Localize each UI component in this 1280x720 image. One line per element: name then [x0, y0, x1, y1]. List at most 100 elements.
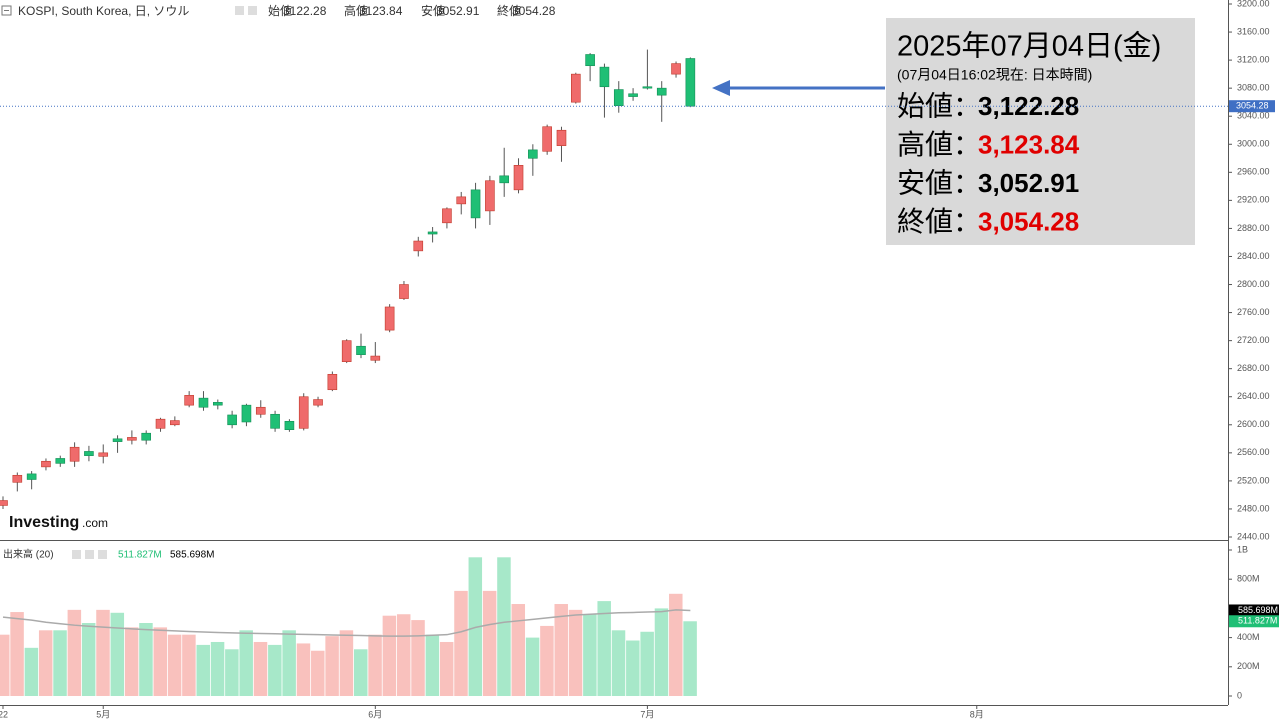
volume-bar	[611, 630, 626, 696]
y-tick-label: 3080.00	[1237, 83, 1270, 93]
collapse-icon[interactable]	[1, 5, 12, 16]
candle-body	[499, 175, 510, 184]
candle-body	[356, 345, 366, 355]
candle-body	[485, 180, 495, 212]
volume-bar	[196, 644, 210, 696]
volume-value: 511.827M	[118, 550, 162, 561]
volume-bar	[325, 636, 339, 696]
volume-bar	[167, 634, 182, 696]
row-value: 3,123.84	[978, 129, 1080, 159]
y-tick-label: 2800.00	[1237, 279, 1270, 289]
volume-bar	[482, 590, 497, 696]
volume-bar	[597, 601, 611, 696]
field-label: 始値	[268, 3, 292, 18]
candle-body	[456, 196, 467, 205]
candle-body	[0, 500, 8, 506]
volume-bar	[583, 614, 597, 696]
candle-body	[528, 149, 538, 159]
volume-bar	[24, 647, 39, 696]
candle-body	[98, 452, 109, 457]
candle-body	[84, 451, 94, 456]
candle-body	[41, 460, 51, 468]
annotation-box	[886, 18, 1195, 245]
field-label: 終値	[497, 3, 521, 18]
field-label: 高値	[344, 3, 368, 18]
volume-bar	[10, 612, 24, 696]
candle-body	[227, 414, 237, 426]
candle-body	[112, 438, 123, 442]
volume-bar	[540, 625, 554, 696]
volume-bar	[382, 615, 397, 696]
candle-body	[685, 58, 696, 107]
volume-badge	[1229, 615, 1279, 628]
candle-body	[241, 404, 252, 423]
volume-tick-label: 0	[1237, 690, 1242, 700]
volume-bar	[554, 604, 568, 696]
candle-body	[442, 208, 452, 224]
candle-body	[327, 373, 338, 391]
candle-body	[284, 420, 295, 430]
row-label: 安値：	[897, 167, 981, 198]
candle-body	[585, 54, 595, 67]
y-tick-label: 2960.00	[1237, 167, 1270, 177]
volume-bar	[525, 637, 540, 696]
row-value: 3,054.28	[978, 206, 1079, 236]
volume-bar	[81, 623, 96, 696]
y-tick-label: 2640.00	[1237, 391, 1270, 401]
row-label: 終値：	[897, 206, 981, 237]
y-tick-label: 2600.00	[1237, 419, 1270, 429]
volume-bar	[354, 649, 368, 696]
candle-body	[542, 126, 552, 152]
volume-bar	[683, 621, 697, 696]
volume-bar	[38, 630, 53, 696]
volume-bar	[425, 634, 440, 696]
volume-bar	[468, 557, 483, 696]
y-tick-label: 3200.00	[1237, 0, 1270, 8]
y-tick-label: 3160.00	[1237, 26, 1270, 36]
field-value: 3054.28	[512, 4, 556, 18]
y-tick-label: 3040.00	[1237, 111, 1270, 121]
x-tick-label: 6月	[368, 709, 382, 719]
volume-bar	[626, 640, 640, 696]
volume-bar	[53, 630, 67, 696]
volume-badge	[1229, 604, 1279, 617]
close-icon[interactable]	[248, 6, 257, 15]
y-tick-label: 2920.00	[1237, 195, 1270, 205]
candle-body	[255, 406, 266, 415]
volume-bar	[454, 590, 468, 696]
candle-body	[12, 474, 23, 483]
settings-icon[interactable]	[72, 550, 81, 559]
volume-ma-line	[2, 609, 691, 637]
close-icon[interactable]	[98, 550, 107, 559]
volume-bar	[139, 623, 153, 696]
settings-icon[interactable]	[235, 6, 244, 15]
volume-bar	[282, 630, 296, 696]
logo-suffix: .com	[82, 516, 108, 530]
candle-body	[127, 437, 137, 441]
y-tick-label: 2440.00	[1237, 531, 1270, 541]
settings-icon[interactable]	[85, 550, 94, 559]
row-label: 高値：	[897, 129, 981, 160]
candle-body	[26, 473, 37, 480]
y-tick-label: 3000.00	[1237, 139, 1270, 149]
volume-tick-label: 200M	[1237, 661, 1260, 671]
volume-bar	[396, 614, 411, 696]
volume-bar	[411, 620, 425, 696]
volume-bar	[124, 627, 139, 696]
y-tick-label: 2840.00	[1237, 251, 1270, 261]
candle-body	[55, 458, 66, 464]
y-tick-label: 3120.00	[1237, 54, 1270, 64]
y-tick-label: 2720.00	[1237, 335, 1270, 345]
logo: Investing	[9, 514, 79, 531]
candle-body	[613, 89, 624, 106]
x-tick-label: 7月	[640, 709, 654, 719]
volume-bar	[497, 557, 511, 696]
x-tick-label: 22	[0, 709, 8, 719]
candle-body	[427, 231, 438, 235]
volume-bar	[439, 641, 454, 696]
volume-bar	[210, 641, 225, 696]
row-value: 3,052.91	[978, 168, 1079, 198]
volume-tick-label: 800M	[1237, 574, 1260, 584]
